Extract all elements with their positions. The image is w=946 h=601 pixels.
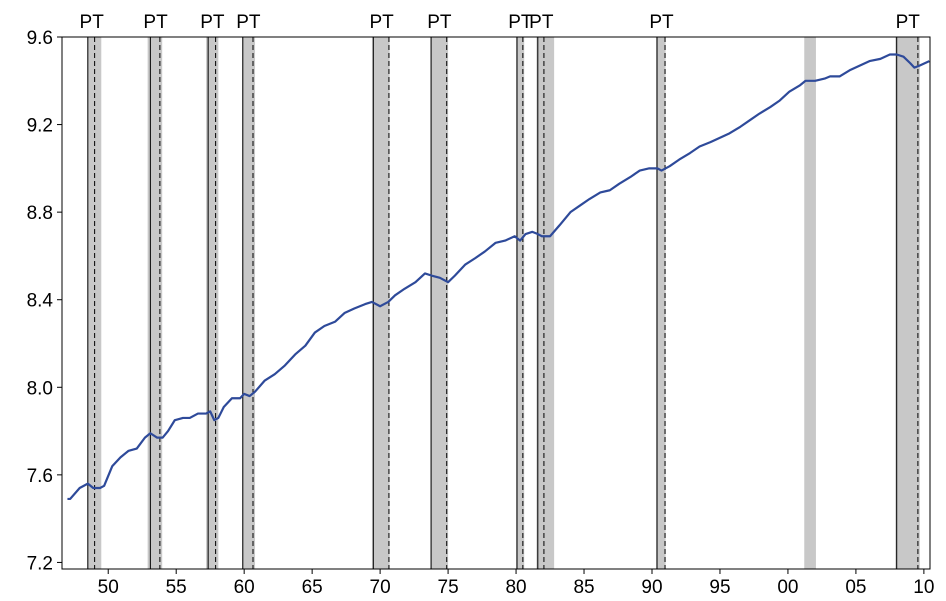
x-tick-label: 90 — [641, 577, 662, 598]
recession-band — [371, 37, 390, 569]
x-tick-label: 70 — [370, 577, 391, 598]
recession-band — [536, 37, 555, 569]
x-tick-label: 00 — [777, 577, 798, 598]
y-tick-label: 8.4 — [27, 291, 54, 312]
trough-label: T — [249, 12, 261, 33]
trough-label: T — [382, 12, 394, 33]
y-tick-label: 9.6 — [27, 28, 53, 49]
trough-label: T — [92, 12, 104, 33]
trough-label: T — [521, 12, 533, 33]
recession-shades — [87, 37, 920, 569]
peak-label: P — [80, 12, 93, 33]
trough-label: T — [542, 12, 554, 33]
plot-frame — [61, 36, 931, 570]
x-tick-label: 60 — [234, 577, 255, 598]
peak-label: P — [369, 12, 382, 33]
trough-label: T — [908, 12, 920, 33]
y-tick-label: 9.2 — [27, 116, 53, 137]
axes: 7.2 7.6 8.0 8.4 8.8 9.2 9.6 50 55 60 65 70 75 80 85 90 9… — [27, 28, 935, 598]
peak-label: P — [236, 12, 249, 33]
y-tick-label: 8.8 — [27, 203, 53, 224]
trough-label: T — [662, 12, 674, 33]
y-tick-label: 7.6 — [27, 466, 53, 487]
recession-band — [804, 37, 816, 569]
trough-label: T — [213, 12, 225, 33]
series-line — [67, 53, 930, 501]
peak-label: P — [896, 12, 909, 33]
series-lines — [67, 53, 930, 501]
peak-label: P — [508, 12, 521, 33]
x-tick-label: 50 — [98, 577, 119, 598]
peak-label: P — [143, 12, 156, 33]
peak-label: P — [427, 12, 440, 33]
x-tick-label: 80 — [505, 577, 526, 598]
recession-band — [430, 37, 449, 569]
x-tick-label: 55 — [166, 577, 187, 598]
recession-band — [242, 37, 256, 569]
recession-band — [656, 37, 666, 569]
recession-band — [895, 37, 920, 569]
trough-label: T — [440, 12, 452, 33]
peak-label: P — [529, 12, 542, 33]
x-tick-label: 75 — [438, 577, 459, 598]
x-tick-label: 95 — [709, 577, 730, 598]
x-tick-label: 85 — [573, 577, 594, 598]
peak-label: P — [649, 12, 662, 33]
trough-label: T — [156, 12, 168, 33]
y-tick-label: 8.0 — [27, 378, 53, 399]
turning-points: P P P P P P P P P PT T T T T T T T T T — [80, 12, 920, 569]
peak-label: P — [200, 12, 213, 33]
x-tick-label: 65 — [302, 577, 323, 598]
x-tick-label: 05 — [845, 577, 866, 598]
y-tick-label: 7.2 — [27, 553, 53, 574]
recession-band — [516, 37, 525, 569]
x-tick-label: 10 — [913, 577, 934, 598]
recession-band — [147, 37, 163, 569]
